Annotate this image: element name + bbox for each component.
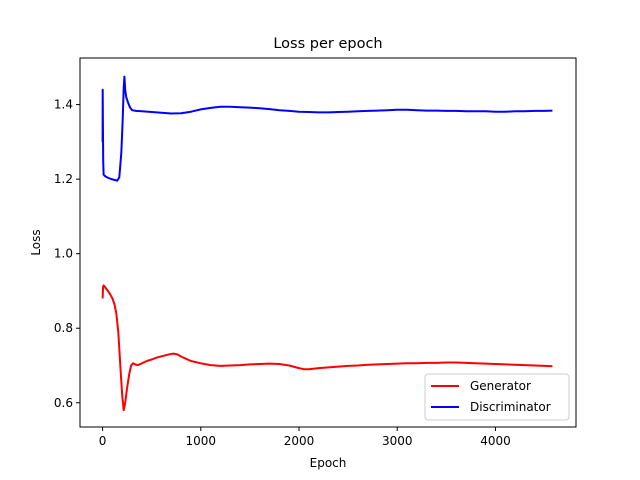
series-line-discriminator bbox=[101, 75, 553, 182]
x-axis: 0 1000 2000 3000 4000 bbox=[99, 427, 511, 448]
y-tick-label: 1.4 bbox=[54, 98, 73, 112]
y-axis-label: Loss bbox=[29, 229, 43, 255]
y-tick-label: 1.2 bbox=[54, 172, 73, 186]
legend: Generator Discriminator bbox=[424, 373, 570, 421]
x-tick-label: 0 bbox=[99, 434, 107, 448]
x-tick-label: 2000 bbox=[284, 434, 315, 448]
x-axis-label: Epoch bbox=[310, 456, 347, 470]
x-tick-label: 1000 bbox=[186, 434, 217, 448]
legend-label-generator: Generator bbox=[470, 379, 531, 393]
y-tick-label: 0.6 bbox=[54, 396, 73, 410]
legend-label-discriminator: Discriminator bbox=[470, 400, 551, 414]
x-tick-label: 4000 bbox=[480, 434, 511, 448]
y-tick-label: 0.8 bbox=[54, 321, 73, 335]
chart-title: Loss per epoch bbox=[273, 36, 382, 52]
y-axis: 0.6 0.8 1.0 1.2 1.4 bbox=[54, 98, 80, 410]
series-line-generator bbox=[101, 284, 553, 412]
legend-box bbox=[424, 373, 570, 421]
series-layer bbox=[101, 75, 553, 412]
y-tick-label: 1.0 bbox=[54, 247, 73, 261]
x-tick-label: 3000 bbox=[382, 434, 413, 448]
plot-frame bbox=[79, 57, 577, 428]
